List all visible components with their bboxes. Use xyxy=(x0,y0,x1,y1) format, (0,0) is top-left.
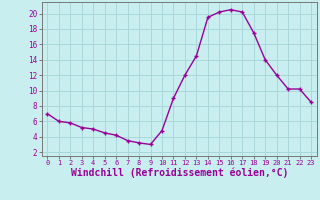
X-axis label: Windchill (Refroidissement éolien,°C): Windchill (Refroidissement éolien,°C) xyxy=(70,168,288,178)
